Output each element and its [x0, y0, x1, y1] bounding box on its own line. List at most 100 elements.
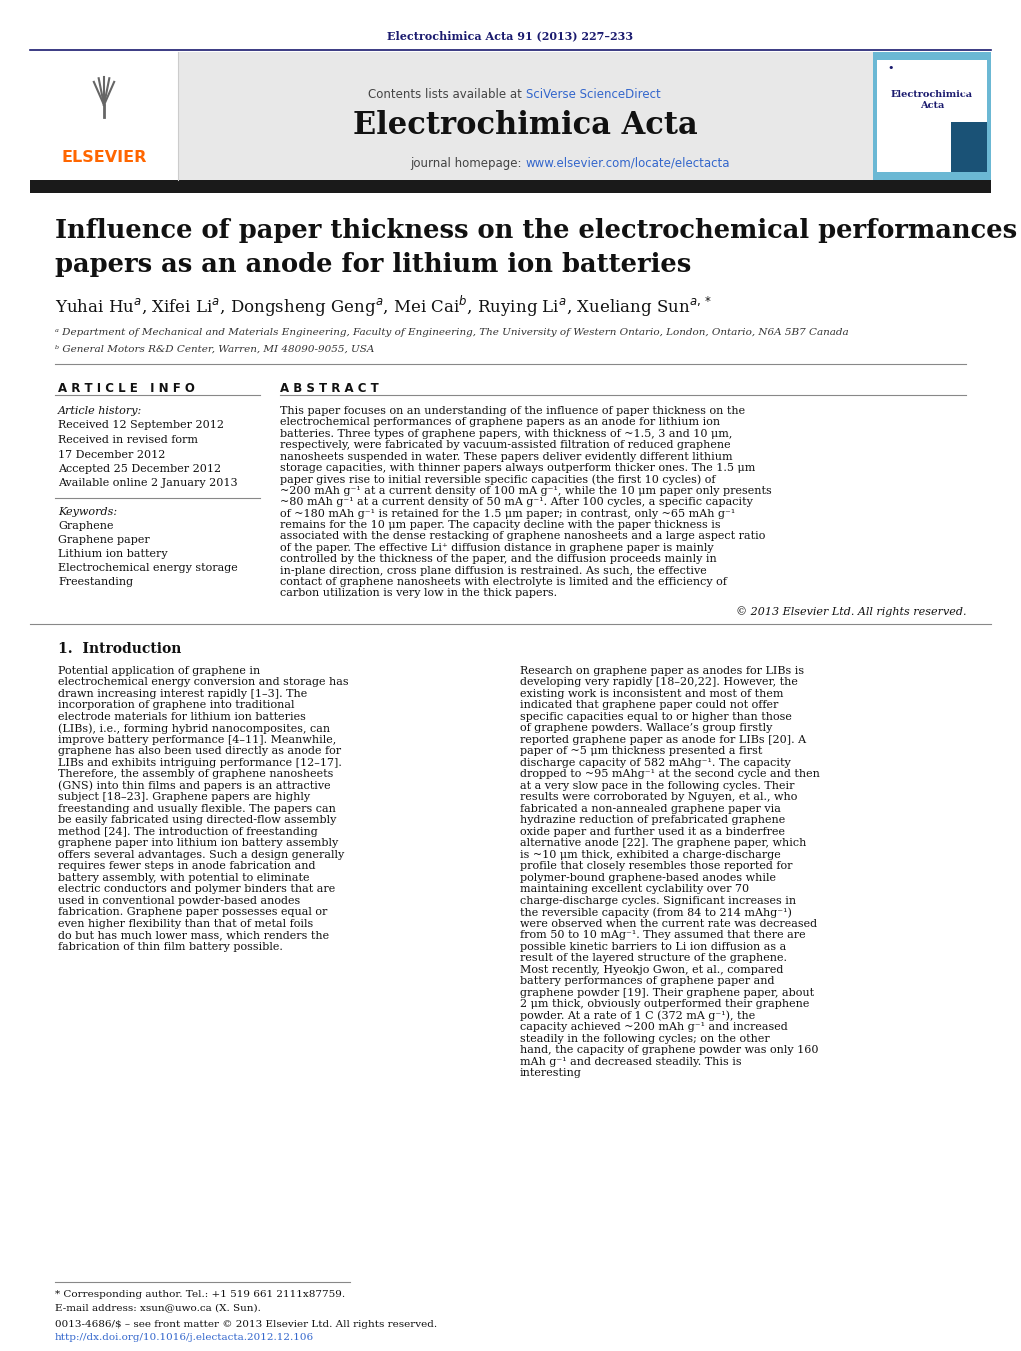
Text: Available online 2 January 2013: Available online 2 January 2013	[58, 478, 238, 489]
Text: freestanding and usually flexible. The papers can: freestanding and usually flexible. The p…	[58, 804, 336, 813]
Text: www.elsevier.com/locate/electacta: www.elsevier.com/locate/electacta	[526, 157, 730, 169]
Bar	[877, 59, 987, 172]
Text: A R T I C L E   I N F O: A R T I C L E I N F O	[58, 382, 195, 394]
Text: graphene powder [19]. Their graphene paper, about: graphene powder [19]. Their graphene pap…	[520, 988, 814, 998]
Text: contact of graphene nanosheets with electrolyte is limited and the efficiency of: contact of graphene nanosheets with elec…	[280, 577, 727, 586]
Text: reported graphene paper as anode for LIBs [20]. A: reported graphene paper as anode for LIB…	[520, 735, 807, 744]
Text: Accepted 25 December 2012: Accepted 25 December 2012	[58, 463, 222, 474]
Text: (LIBs), i.e., forming hybrid nanocomposites, can: (LIBs), i.e., forming hybrid nanocomposi…	[58, 723, 330, 734]
Text: Yuhai Hu$^{a}$, Xifei Li$^{a}$, Dongsheng Geng$^{a}$, Mei Cai$^{b}$, Ruying Li$^: Yuhai Hu$^{a}$, Xifei Li$^{a}$, Dongshen…	[55, 295, 712, 319]
Text: ISE: ISE	[961, 85, 978, 95]
Bar	[30, 51, 178, 180]
Text: hand, the capacity of graphene powder was only 160: hand, the capacity of graphene powder wa…	[520, 1046, 819, 1055]
Text: hydrazine reduction of prefabricated graphene: hydrazine reduction of prefabricated gra…	[520, 815, 785, 825]
Text: remains for the 10 μm paper. The capacity decline with the paper thickness is: remains for the 10 μm paper. The capacit…	[280, 520, 721, 530]
Text: capacity achieved ~200 mAh g⁻¹ and increased: capacity achieved ~200 mAh g⁻¹ and incre…	[520, 1023, 788, 1032]
Text: improve battery performance [4–11]. Meanwhile,: improve battery performance [4–11]. Mean…	[58, 735, 336, 744]
Text: at a very slow pace in the following cycles. Their: at a very slow pace in the following cyc…	[520, 781, 794, 790]
Text: Graphene paper: Graphene paper	[58, 535, 150, 544]
Bar	[30, 51, 991, 180]
Text: * Corresponding author. Tel.: +1 519 661 2111x87759.: * Corresponding author. Tel.: +1 519 661…	[55, 1290, 345, 1300]
Text: possible kinetic barriers to Li ion diffusion as a: possible kinetic barriers to Li ion diff…	[520, 942, 786, 952]
Text: Electrochimica Acta 91 (2013) 227–233: Electrochimica Acta 91 (2013) 227–233	[387, 31, 634, 42]
Text: battery assembly, with potential to eliminate: battery assembly, with potential to elim…	[58, 873, 309, 882]
Text: (GNS) into thin films and papers is an attractive: (GNS) into thin films and papers is an a…	[58, 781, 331, 792]
Text: existing work is inconsistent and most of them: existing work is inconsistent and most o…	[520, 689, 783, 698]
Bar	[873, 51, 991, 180]
Text: Electrochemical energy storage: Electrochemical energy storage	[58, 563, 238, 573]
Text: ᵃ Department of Mechanical and Materials Engineering, Faculty of Engineering, Th: ᵃ Department of Mechanical and Materials…	[55, 328, 848, 336]
Text: results were corroborated by Nguyen, et al., who: results were corroborated by Nguyen, et …	[520, 792, 797, 802]
Text: do but has much lower mass, which renders the: do but has much lower mass, which render…	[58, 931, 329, 940]
Text: Influence of paper thickness on the electrochemical performances of graphene: Influence of paper thickness on the elec…	[55, 218, 1021, 243]
Text: is ~10 μm thick, exhibited a charge-discharge: is ~10 μm thick, exhibited a charge-disc…	[520, 850, 781, 859]
Text: dropped to ~95 mAhg⁻¹ at the second cycle and then: dropped to ~95 mAhg⁻¹ at the second cycl…	[520, 769, 820, 780]
Text: nanosheets suspended in water. These papers deliver evidently different lithium: nanosheets suspended in water. These pap…	[280, 451, 733, 462]
Text: paper gives rise to initial reversible specific capacities (the first 10 cycles): paper gives rise to initial reversible s…	[280, 474, 716, 485]
Text: 0013-4686/$ – see front matter © 2013 Elsevier Ltd. All rights reserved.: 0013-4686/$ – see front matter © 2013 El…	[55, 1320, 437, 1329]
Text: http://dx.doi.org/10.1016/j.electacta.2012.12.106: http://dx.doi.org/10.1016/j.electacta.20…	[55, 1333, 314, 1342]
Text: battery performances of graphene paper and: battery performances of graphene paper a…	[520, 977, 775, 986]
Text: of graphene powders. Wallace’s group firstly: of graphene powders. Wallace’s group fir…	[520, 723, 772, 734]
Bar	[30, 180, 991, 193]
Text: of the paper. The effective Li⁺ diffusion distance in graphene paper is mainly: of the paper. The effective Li⁺ diffusio…	[280, 543, 714, 553]
Text: used in conventional powder-based anodes: used in conventional powder-based anodes	[58, 896, 300, 905]
Text: method [24]. The introduction of freestanding: method [24]. The introduction of freesta…	[58, 827, 318, 836]
Text: Article history:: Article history:	[58, 407, 142, 416]
Text: Therefore, the assembly of graphene nanosheets: Therefore, the assembly of graphene nano…	[58, 769, 334, 780]
Text: developing very rapidly [18–20,22]. However, the: developing very rapidly [18–20,22]. Howe…	[520, 677, 797, 688]
Text: electrode materials for lithium ion batteries: electrode materials for lithium ion batt…	[58, 712, 306, 721]
Text: in-plane direction, cross plane diffusion is restrained. As such, the effective: in-plane direction, cross plane diffusio…	[280, 566, 707, 576]
Text: 2 μm thick, obviously outperformed their graphene: 2 μm thick, obviously outperformed their…	[520, 1000, 810, 1009]
Text: graphene has also been used directly as anode for: graphene has also been used directly as …	[58, 746, 341, 757]
Text: fabrication of thin film battery possible.: fabrication of thin film battery possibl…	[58, 942, 283, 952]
Text: papers as an anode for lithium ion batteries: papers as an anode for lithium ion batte…	[55, 253, 691, 277]
Text: incorporation of graphene into traditional: incorporation of graphene into tradition…	[58, 700, 294, 711]
Text: E-mail address: xsun@uwo.ca (X. Sun).: E-mail address: xsun@uwo.ca (X. Sun).	[55, 1302, 261, 1312]
Text: Electrochimica
Acta: Electrochimica Acta	[891, 89, 973, 111]
Text: discharge capacity of 582 mAhg⁻¹. The capacity: discharge capacity of 582 mAhg⁻¹. The ca…	[520, 758, 790, 767]
Text: Freestanding: Freestanding	[58, 577, 133, 586]
Text: specific capacities equal to or higher than those: specific capacities equal to or higher t…	[520, 712, 792, 721]
Text: be easily fabricated using directed-flow assembly: be easily fabricated using directed-flow…	[58, 815, 336, 825]
Text: Potential application of graphene in: Potential application of graphene in	[58, 666, 260, 676]
Text: charge-discharge cycles. Significant increases in: charge-discharge cycles. Significant inc…	[520, 896, 796, 905]
Text: Contents lists available at: Contents lists available at	[368, 89, 526, 101]
Text: oxide paper and further used it as a binderfree: oxide paper and further used it as a bin…	[520, 827, 785, 836]
Text: Research on graphene paper as anodes for LIBs is: Research on graphene paper as anodes for…	[520, 666, 805, 676]
Text: Graphene: Graphene	[58, 521, 113, 531]
Text: ᵇ General Motors R&D Center, Warren, MI 48090-9055, USA: ᵇ General Motors R&D Center, Warren, MI …	[55, 345, 375, 354]
Text: Keywords:: Keywords:	[58, 507, 117, 517]
Text: interesting: interesting	[520, 1069, 582, 1078]
Text: drawn increasing interest rapidly [1–3]. The: drawn increasing interest rapidly [1–3].…	[58, 689, 307, 698]
Text: alternative anode [22]. The graphene paper, which: alternative anode [22]. The graphene pap…	[520, 839, 807, 848]
Text: electrochemical energy conversion and storage has: electrochemical energy conversion and st…	[58, 677, 348, 688]
Text: even higher flexibility than that of metal foils: even higher flexibility than that of met…	[58, 919, 313, 928]
Text: subject [18–23]. Graphene papers are highly: subject [18–23]. Graphene papers are hig…	[58, 792, 310, 802]
Text: graphene paper into lithium ion battery assembly: graphene paper into lithium ion battery …	[58, 839, 338, 848]
Text: paper of ~5 μm thickness presented a first: paper of ~5 μm thickness presented a fir…	[520, 746, 763, 757]
Text: mAh g⁻¹ and decreased steadily. This is: mAh g⁻¹ and decreased steadily. This is	[520, 1056, 741, 1067]
Text: storage capacities, with thinner papers always outperform thicker ones. The 1.5 : storage capacities, with thinner papers …	[280, 463, 756, 473]
Text: fabrication. Graphene paper possesses equal or: fabrication. Graphene paper possesses eq…	[58, 908, 328, 917]
Text: LIBs and exhibits intriguing performance [12–17].: LIBs and exhibits intriguing performance…	[58, 758, 342, 767]
Text: A B S T R A C T: A B S T R A C T	[280, 382, 379, 394]
Text: 1.  Introduction: 1. Introduction	[58, 642, 182, 655]
Text: ~200 mAh g⁻¹ at a current density of 100 mA g⁻¹, while the 10 μm paper only pres: ~200 mAh g⁻¹ at a current density of 100…	[280, 486, 772, 496]
Text: indicated that graphene paper could not offer: indicated that graphene paper could not …	[520, 700, 778, 711]
Bar	[951, 122, 987, 172]
Text: fabricated a non-annealed graphene paper via: fabricated a non-annealed graphene paper…	[520, 804, 781, 813]
Text: Received 12 September 2012: Received 12 September 2012	[58, 420, 224, 431]
Text: were observed when the current rate was decreased: were observed when the current rate was …	[520, 919, 817, 928]
Text: from 50 to 10 mAg⁻¹. They assumed that there are: from 50 to 10 mAg⁻¹. They assumed that t…	[520, 931, 806, 940]
Text: carbon utilization is very low in the thick papers.: carbon utilization is very low in the th…	[280, 589, 557, 598]
Text: steadily in the following cycles; on the other: steadily in the following cycles; on the…	[520, 1034, 770, 1044]
Text: polymer-bound graphene-based anodes while: polymer-bound graphene-based anodes whil…	[520, 873, 776, 882]
Text: maintaining excellent cyclability over 70: maintaining excellent cyclability over 7…	[520, 885, 749, 894]
Text: result of the layered structure of the graphene.: result of the layered structure of the g…	[520, 954, 787, 963]
Text: © 2013 Elsevier Ltd. All rights reserved.: © 2013 Elsevier Ltd. All rights reserved…	[735, 605, 966, 616]
Text: This paper focuses on an understanding of the influence of paper thickness on th: This paper focuses on an understanding o…	[280, 407, 745, 416]
Text: Electrochimica Acta: Electrochimica Acta	[353, 109, 698, 141]
Text: Most recently, Hyeokjo Gwon, et al., compared: Most recently, Hyeokjo Gwon, et al., com…	[520, 965, 783, 975]
Text: electric conductors and polymer binders that are: electric conductors and polymer binders …	[58, 885, 335, 894]
